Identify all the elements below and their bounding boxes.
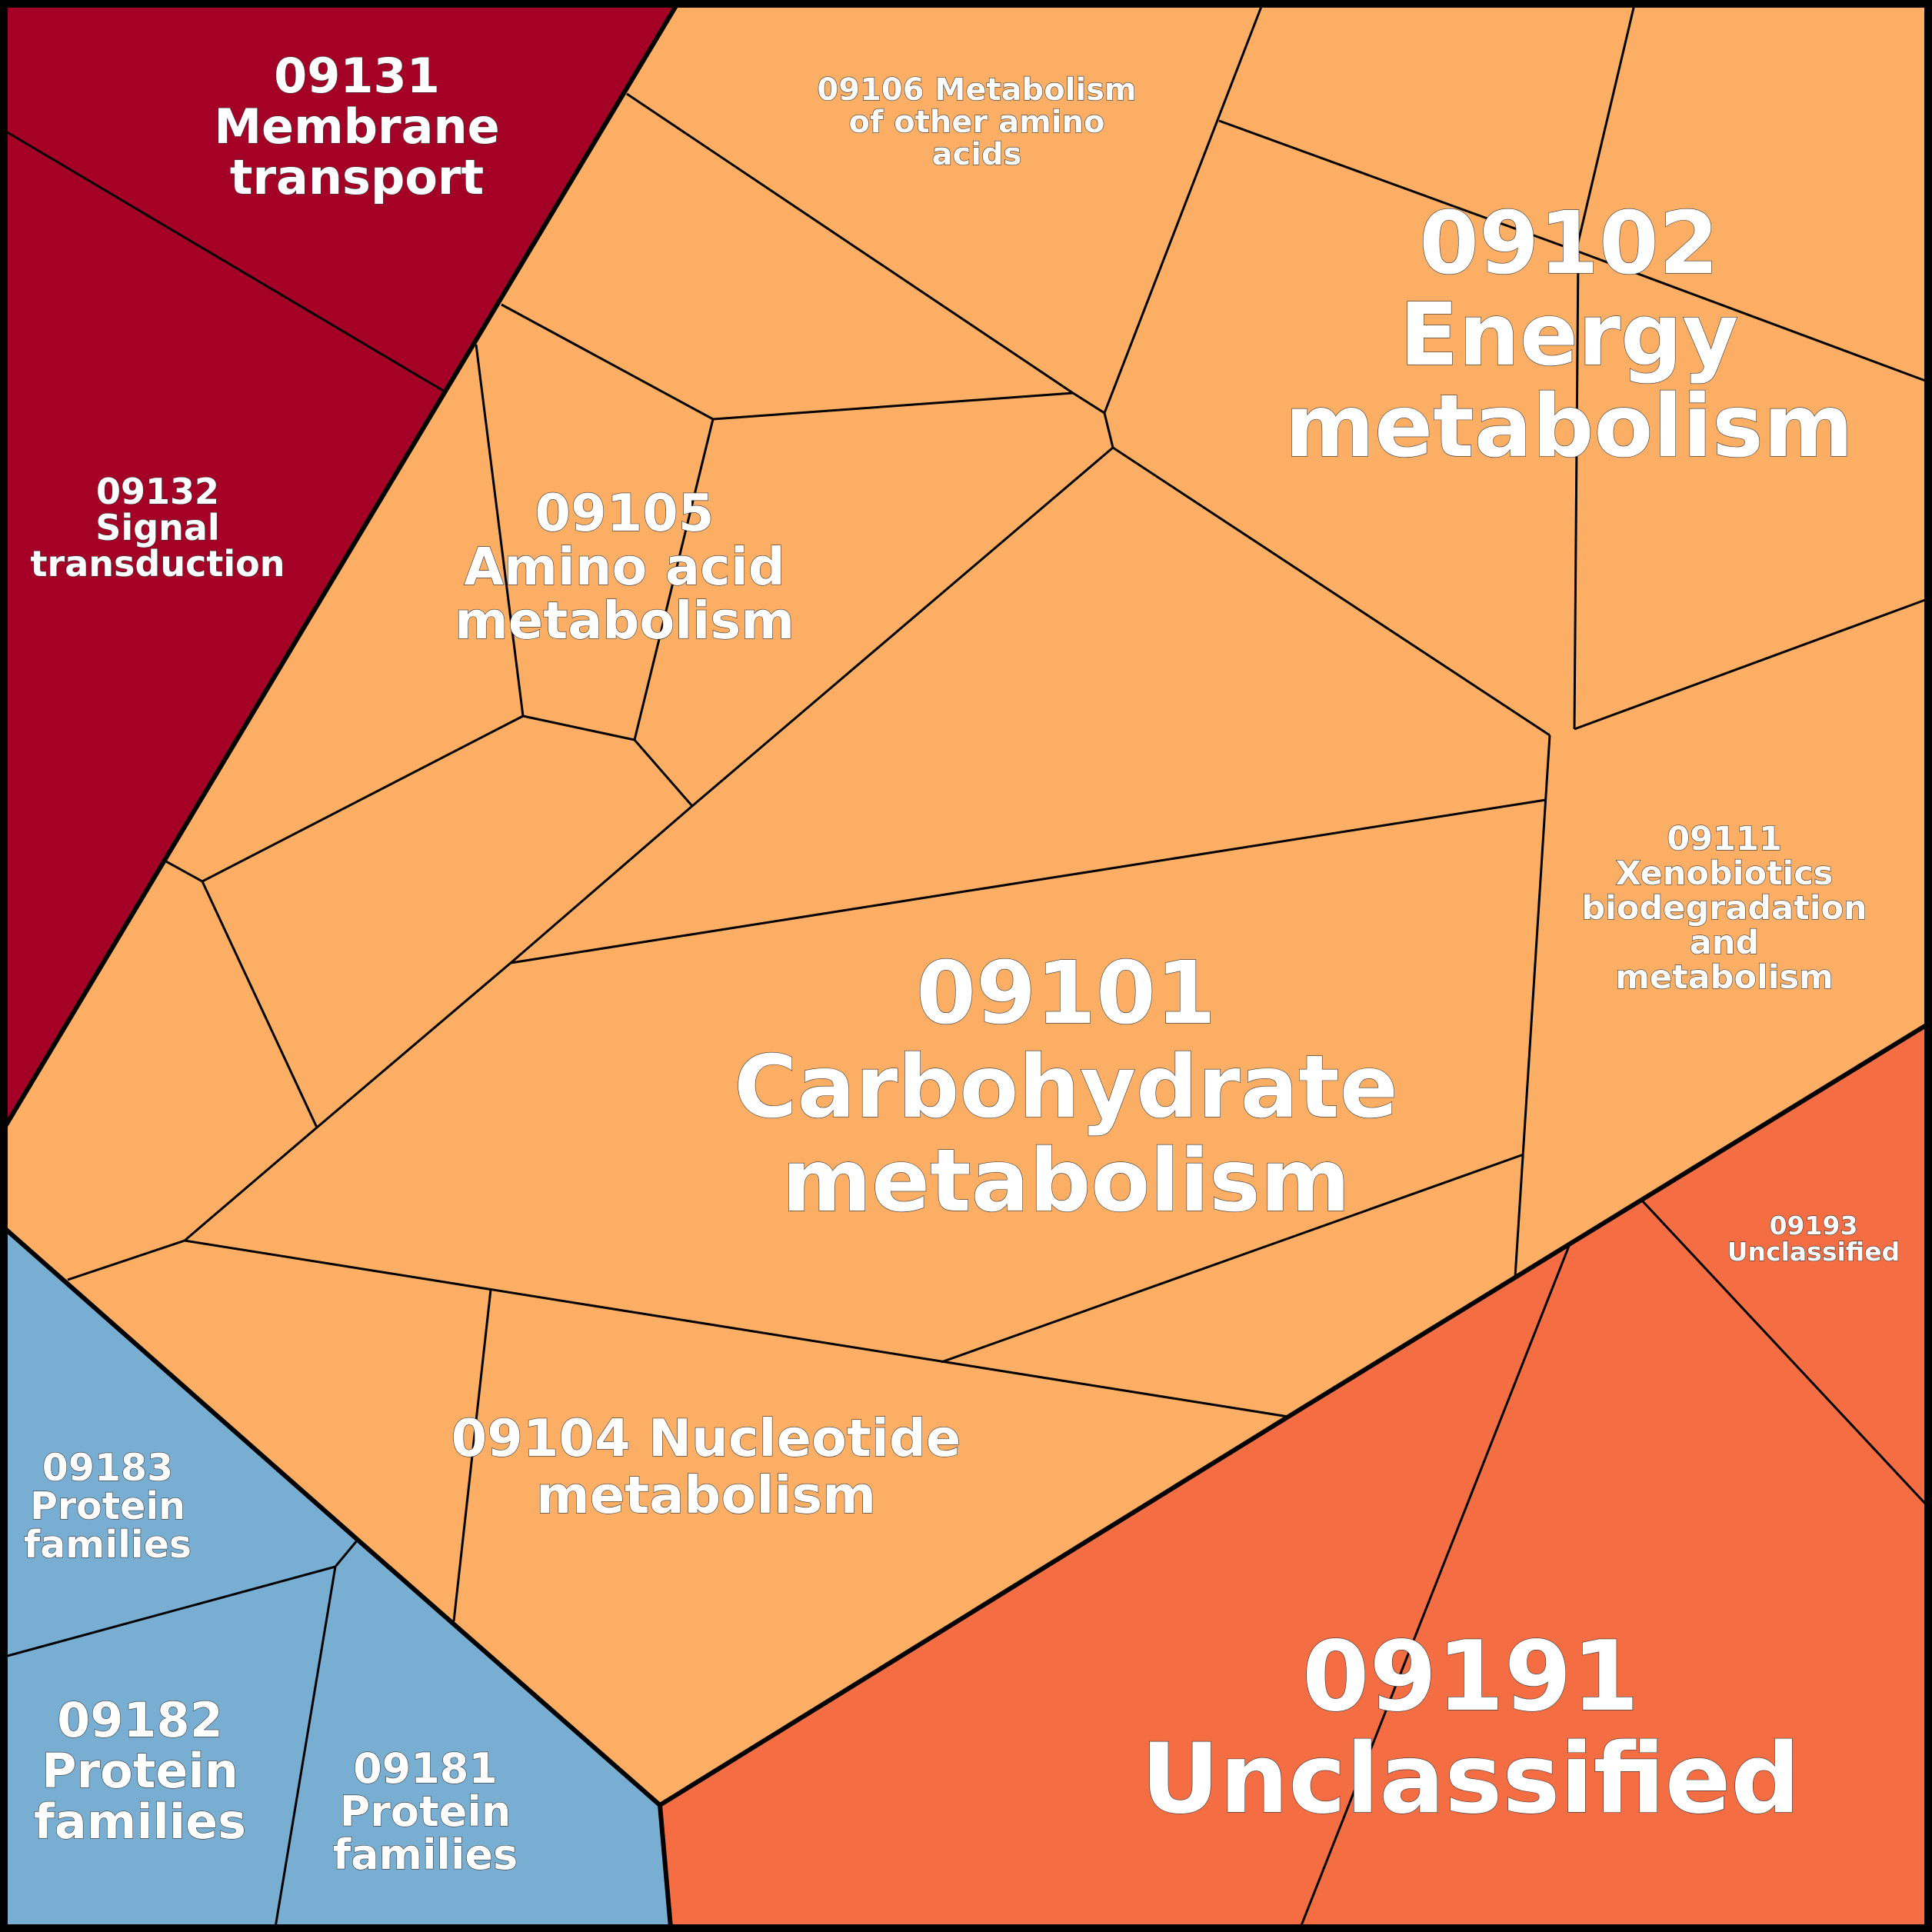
label-line: metabolism [781,1131,1350,1231]
label-line: 09131 [274,48,440,104]
label-line: Protein [42,1743,238,1799]
group-unclassified [660,1024,1927,1927]
label-line: 09102 [1419,194,1719,294]
label-09111: 09111 Xenobiotics biodegradation and metabol… [1581,820,1867,997]
label-line: Membrane [214,98,499,155]
label-09193: 09193 Unclassified [1727,1211,1900,1267]
label-line: 09181 [353,1744,498,1793]
label-09191: 09191 Unclassified [1141,1620,1800,1835]
label-line: transduction [31,543,285,585]
label-09183: 09183 Protein families [24,1446,192,1567]
label-line: and [1690,924,1759,962]
label-line: 09111 [1667,820,1782,858]
label-line: Signal [95,507,219,548]
label-line: of other amino [848,105,1104,140]
label-09132: 09132 Signal transduction [31,471,285,585]
label-line: metabolism [1615,958,1834,997]
label-09101: 09101 Carbohydrate metabolism [734,944,1397,1231]
label-09104: 09104 Nucleotide metabolism [451,1408,961,1525]
group-metabolism [5,5,1927,1805]
label-line: 09182 [57,1692,223,1748]
group-borders [2,3,1929,1928]
label-line: acids [932,137,1022,172]
label-line: 09101 [916,944,1216,1044]
label-09182: 09182 Protein families [34,1692,246,1850]
label-line: 09193 [1770,1211,1858,1241]
label-line: metabolism [455,591,794,651]
label-line: Unclassified [1727,1237,1900,1267]
label-line: 09191 [1302,1620,1639,1733]
label-09102: 09102 Energy metabolism [1284,194,1853,477]
label-09106: 09106 Metabolism of other amino acids [817,72,1136,172]
label-line: 09183 [42,1446,173,1490]
label-line: Carbohydrate [734,1038,1397,1138]
label-line: Unclassified [1141,1722,1800,1835]
label-line: 09132 [96,471,219,512]
label-line: 09105 [535,483,714,543]
label-line: families [34,1794,246,1850]
label-line: families [24,1523,192,1567]
label-line: Protein [340,1787,511,1836]
label-line: Amino acid [464,537,785,597]
label-line: 09104 Nucleotide [451,1408,961,1468]
cell-borders [4,4,1929,1928]
label-line: families [333,1830,518,1879]
label-09181: 09181 Protein families [333,1744,518,1879]
label-line: metabolism [536,1465,876,1525]
label-line: metabolism [1284,377,1853,477]
group-genetic-information-processing [5,1228,671,1927]
label-line: Energy [1400,285,1739,385]
label-09105: 09105 Amino acid metabolism [455,483,794,651]
label-09131: 09131 Membrane transport [214,48,499,205]
label-line: transport [230,149,484,205]
label-line: Protein [30,1484,185,1528]
label-line: Xenobiotics [1616,854,1834,893]
label-line: 09106 Metabolism [817,72,1136,108]
label-line: biodegradation [1581,889,1867,928]
